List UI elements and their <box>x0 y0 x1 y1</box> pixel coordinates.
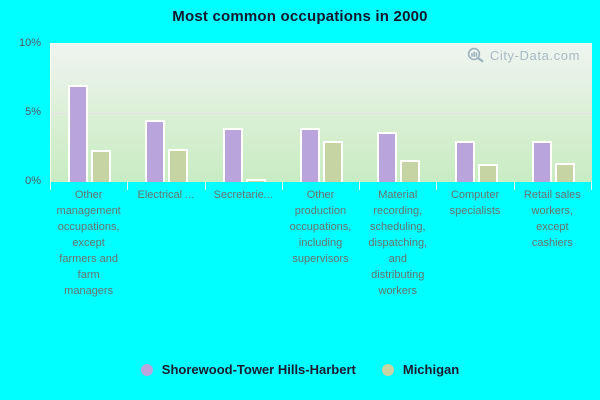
bar-series0-cat0 <box>68 85 89 182</box>
gridline-5pct <box>51 113 592 114</box>
legend-dot-1 <box>381 363 394 376</box>
category-label-3: Other production occupations, including … <box>289 189 352 265</box>
category-label-5: Computer specialists <box>449 189 501 217</box>
x-tick-4 <box>359 181 361 190</box>
legend-item-0: Shorewood-Tower Hills-Harbert <box>140 362 356 377</box>
bar-group-6 <box>515 44 592 182</box>
category-label-0: Other management occupations, except far… <box>56 189 121 297</box>
plot-area: City-Data.com <box>50 43 592 182</box>
legend: Shorewood-Tower Hills-Harbert Michigan <box>0 362 600 377</box>
legend-item-1: Michigan <box>381 362 460 377</box>
y-tick-label-0: 0% <box>25 175 41 187</box>
bar-series0-cat2 <box>222 128 243 182</box>
category-label-6: Retail sales workers, except cashiers <box>523 189 581 249</box>
category-label-2: Secretarie... <box>213 189 273 201</box>
bar-series1-cat0 <box>91 150 112 182</box>
bar-series0-cat4 <box>377 132 398 182</box>
x-tick-7 <box>591 181 592 190</box>
bar-series1-cat4 <box>400 159 421 182</box>
bar-series1-cat3 <box>322 140 343 182</box>
x-axis-labels: Other management occupations, except far… <box>50 187 591 299</box>
chart-title: Most common occupations in 2000 <box>172 8 428 25</box>
x-tick-1 <box>127 181 129 190</box>
legend-dot-0 <box>140 363 153 376</box>
x-axis-ticks <box>50 181 592 191</box>
watermark-text: City-Data.com <box>489 47 580 63</box>
x-tick-0 <box>50 181 51 190</box>
bar-group-0 <box>51 44 128 182</box>
x-tick-6 <box>513 181 515 190</box>
bar-series0-cat6 <box>531 140 552 182</box>
bar-group-1 <box>128 44 205 182</box>
watermark: City-Data.com <box>467 47 580 63</box>
bar-series0-cat5 <box>454 140 475 182</box>
bar-group-3 <box>283 44 360 182</box>
y-tick-label-10: 10% <box>18 37 41 49</box>
bar-series1-cat2 <box>245 179 266 182</box>
magnifier-chart-icon <box>467 47 484 63</box>
x-tick-5 <box>436 181 438 190</box>
bar-series0-cat3 <box>299 128 320 182</box>
y-axis: 10% 5% 0% <box>0 0 46 400</box>
bar-group-4 <box>360 44 437 182</box>
bar-series-container <box>51 44 592 182</box>
bar-series1-cat1 <box>168 148 189 182</box>
bar-series0-cat1 <box>145 119 166 182</box>
category-label-4: Material recording, scheduling, dispatch… <box>368 189 428 297</box>
bar-group-5 <box>437 44 514 182</box>
category-label-1: Electrical ... <box>137 189 195 201</box>
bar-series1-cat6 <box>554 162 575 182</box>
bar-group-2 <box>206 44 283 182</box>
legend-label-0: Shorewood-Tower Hills-Harbert <box>161 362 356 377</box>
y-tick-label-5: 5% <box>25 106 41 118</box>
x-tick-3 <box>281 181 283 190</box>
bar-series1-cat5 <box>477 164 498 182</box>
legend-label-1: Michigan <box>402 362 460 377</box>
x-tick-2 <box>204 181 206 190</box>
